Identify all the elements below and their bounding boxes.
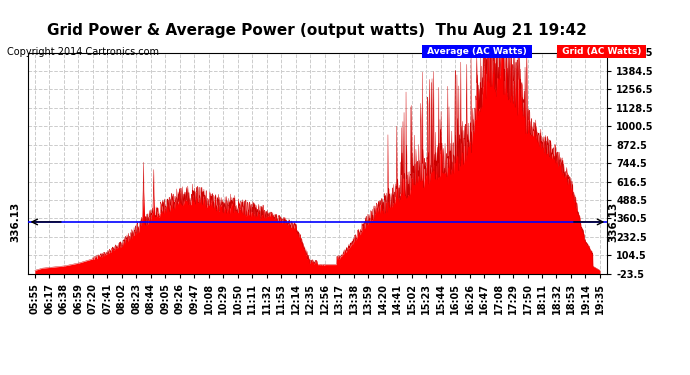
Text: Grid Power & Average Power (output watts)  Thu Aug 21 19:42: Grid Power & Average Power (output watts…: [48, 22, 587, 38]
Text: Copyright 2014 Cartronics.com: Copyright 2014 Cartronics.com: [7, 47, 159, 57]
Text: Average (AC Watts): Average (AC Watts): [424, 47, 530, 56]
Text: 336.13: 336.13: [609, 202, 618, 242]
Text: Grid (AC Watts): Grid (AC Watts): [559, 47, 644, 56]
Text: 336.13: 336.13: [10, 202, 21, 242]
